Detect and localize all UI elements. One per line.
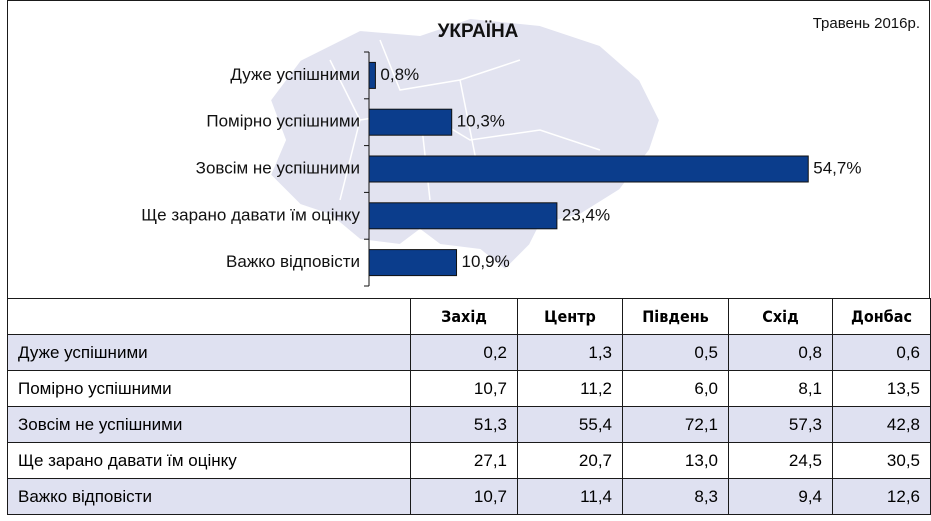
value-label: 54,7% bbox=[813, 158, 861, 177]
header-row: Захід Центр Південь Схід Донбас bbox=[7, 298, 931, 335]
bar bbox=[368, 61, 376, 89]
cell: 57,3 bbox=[728, 406, 833, 443]
column-header: Захід bbox=[410, 298, 518, 335]
cell: 6,0 bbox=[622, 370, 729, 407]
cell: 11,4 bbox=[517, 478, 623, 515]
cell: 8,1 bbox=[728, 370, 833, 407]
cell: 12,6 bbox=[832, 478, 931, 515]
chart-title: УКРАЇНА bbox=[438, 21, 519, 42]
cell: 30,5 bbox=[832, 442, 931, 479]
cell: 13,5 bbox=[832, 370, 931, 407]
cell: 13,0 bbox=[622, 442, 729, 479]
row-label: Важко відповісти bbox=[7, 478, 411, 515]
row-label: Зовсім не успішними bbox=[7, 406, 411, 443]
corner-cell bbox=[7, 298, 411, 335]
row-label: Помірно успішними bbox=[7, 370, 411, 407]
table-row: Помірно успішними 10,7 11,2 6,0 8,1 13,5 bbox=[7, 370, 931, 407]
chart-subtitle: Травень 2016р. bbox=[813, 15, 920, 32]
value-label: 23,4% bbox=[562, 205, 610, 224]
map-background bbox=[268, 16, 662, 272]
cell: 0,5 bbox=[622, 334, 729, 371]
table-row: Ще зарано давати їм оцінку 27,1 20,7 13,0 24… bbox=[7, 442, 931, 479]
table-row: Важко відповісти 10,7 11,4 8,3 9,4 12,6 bbox=[7, 478, 931, 515]
category-label: Ще зарано давати їм оцінку bbox=[141, 205, 360, 224]
chart: УКРАЇНА Травень 2016р. Дуже успішними 0,8… bbox=[7, 0, 930, 299]
cell: 24,5 bbox=[728, 442, 833, 479]
cell: 27,1 bbox=[410, 442, 518, 479]
cell: 1,3 bbox=[517, 334, 623, 371]
cell: 10,7 bbox=[410, 478, 518, 515]
cell: 42,8 bbox=[832, 406, 931, 443]
cell: 10,7 bbox=[410, 370, 518, 407]
column-header: Центр bbox=[517, 298, 623, 335]
cell: 11,2 bbox=[517, 370, 623, 407]
cell: 20,7 bbox=[517, 442, 623, 479]
cell: 9,4 bbox=[728, 478, 833, 515]
bar bbox=[368, 108, 453, 136]
column-header: Схід bbox=[728, 298, 833, 335]
cell: 72,1 bbox=[622, 406, 729, 443]
bar bbox=[368, 202, 558, 230]
column-header: Донбас bbox=[832, 298, 931, 335]
column-header: Південь bbox=[622, 298, 729, 335]
category-label: Важко відповісти bbox=[226, 252, 360, 271]
cell: 55,4 bbox=[517, 406, 623, 443]
data-table: Захід Центр Південь Схід Донбас Дуже успішни… bbox=[7, 298, 931, 515]
bar bbox=[368, 249, 458, 277]
cell: 8,3 bbox=[622, 478, 729, 515]
category-label: Зовсім не успішними bbox=[196, 158, 360, 177]
value-label: 10,3% bbox=[457, 112, 505, 131]
bar bbox=[368, 155, 809, 183]
cell: 0,2 bbox=[410, 334, 518, 371]
category-label: Дуже успішними bbox=[230, 65, 360, 84]
table-row: Зовсім не успішними 51,3 55,4 72,1 57,3 42,8 bbox=[7, 406, 931, 443]
cell: 0,6 bbox=[832, 334, 931, 371]
table-row: Дуже успішними 0,2 1,3 0,5 0,8 0,6 bbox=[7, 334, 931, 371]
cell: 51,3 bbox=[410, 406, 518, 443]
cell: 0,8 bbox=[728, 334, 833, 371]
row-label: Дуже успішними bbox=[7, 334, 411, 371]
value-label: 0,8% bbox=[380, 65, 419, 84]
value-label: 10,9% bbox=[462, 252, 510, 271]
category-label: Помірно успішними bbox=[206, 112, 360, 131]
row-label: Ще зарано давати їм оцінку bbox=[7, 442, 411, 479]
